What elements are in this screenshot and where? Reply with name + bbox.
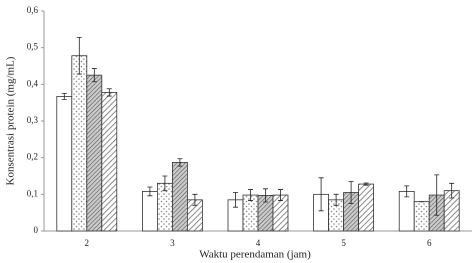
error-bar [404, 185, 410, 198]
error-bar [318, 177, 324, 212]
error-bar [177, 158, 183, 167]
bar [141, 190, 158, 232]
error-bar [162, 175, 168, 192]
bar [413, 201, 430, 232]
error-bar [333, 193, 339, 206]
bar [86, 74, 103, 232]
bar [398, 190, 415, 232]
x-tick-label: 6 [427, 238, 432, 248]
error-bar [61, 93, 67, 100]
bar [101, 92, 118, 232]
bar [56, 96, 73, 232]
y-axis-label: Konsentrasi protein (mg/mL) [5, 56, 17, 185]
y-tick-label: 0 [34, 225, 39, 235]
error-bar [192, 193, 198, 206]
x-tick-label: 2 [85, 238, 90, 248]
y-tick-label: 0,2 [27, 152, 38, 162]
y-tick-label: 0,4 [27, 78, 39, 88]
x-axis-label: Waktu perendaman (jam) [199, 249, 311, 261]
error-bar [278, 189, 283, 201]
error-bar [91, 68, 97, 83]
error-bar [147, 186, 153, 197]
error-bar [106, 88, 112, 97]
bar [358, 183, 375, 232]
x-tick-label: 4 [256, 238, 261, 248]
bar [171, 162, 188, 232]
x-tick-label: 5 [341, 238, 346, 248]
error-bar [76, 37, 82, 75]
error-bar [233, 192, 238, 208]
y-tick-label: 0,6 [27, 5, 39, 15]
error-bar [363, 182, 369, 186]
x-tick-label: 3 [170, 238, 175, 248]
y-tick-label: 0,3 [27, 115, 39, 125]
error-bar [263, 188, 268, 203]
y-tick-label: 0,5 [27, 42, 39, 52]
error-bar [449, 182, 455, 199]
error-bar [434, 174, 440, 216]
bar [71, 55, 88, 232]
error-bar [248, 189, 253, 201]
y-tick-label: 0,1 [27, 188, 38, 198]
error-bar [348, 181, 354, 204]
